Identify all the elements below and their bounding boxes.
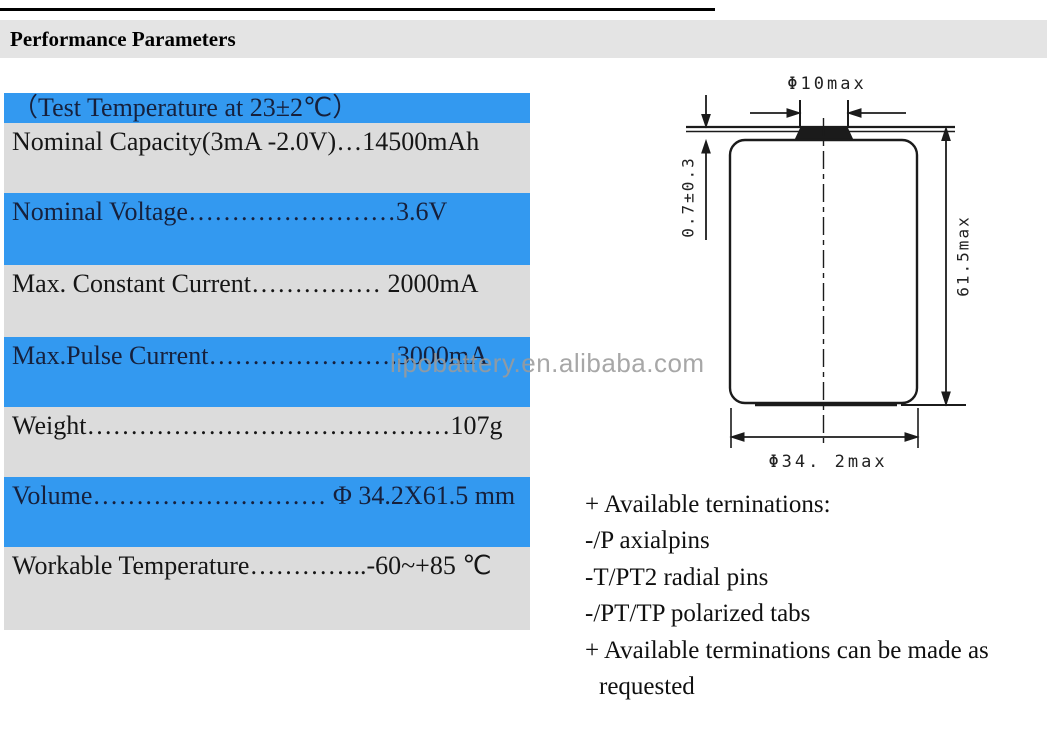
row-text: Workable Temperature…………..-60~+85 ℃ xyxy=(12,551,492,580)
table-row: Nominal Capacity(3mA -2.0V)…14500mAh xyxy=(4,123,530,193)
note-line: -T/PT2 radial pins xyxy=(585,563,769,591)
table-row: Max.Pulse Current………………….3000mA xyxy=(4,337,530,407)
row-text: Volume……………………… Φ 34.2X61.5 mm xyxy=(12,481,516,510)
arrowhead xyxy=(941,391,951,407)
spec-table: （Test Temperature at 23±2℃） Nominal Capa… xyxy=(4,93,530,630)
row-text: Max.Pulse Current………………….3000mA xyxy=(12,341,488,370)
table-row: Nominal Voltage……………………3.6V xyxy=(4,193,530,265)
table-row: Max. Constant Current…………… 2000mA xyxy=(4,265,530,337)
note-line: requested xyxy=(599,673,695,701)
note-line: -/P axialpins xyxy=(585,527,710,555)
battery-body-outline xyxy=(728,138,919,405)
top-divider-line xyxy=(0,8,715,11)
row-text: Max. Constant Current…………… 2000mA xyxy=(12,269,479,298)
row-text: Nominal Voltage……………………3.6V xyxy=(12,197,448,226)
row-text: Weight……………………………………107g xyxy=(12,411,503,440)
page-title: Performance Parameters xyxy=(10,27,236,51)
dim-bottom-label: Φ34. 2max xyxy=(768,452,887,472)
dim-top-label: Φ10max xyxy=(787,74,866,94)
table-row: （Test Temperature at 23±2℃） xyxy=(4,93,530,123)
arrowhead xyxy=(786,108,802,118)
note-line: + Available terninations: xyxy=(585,491,831,518)
table-row: Weight……………………………………107g xyxy=(4,407,530,477)
dim-left-label: 0.7±0.3 xyxy=(679,156,698,237)
note-line: -/PT/TP polarized tabs xyxy=(585,600,811,628)
watermark: lipobattery.en.alibaba.com xyxy=(390,348,705,378)
dim-right-label: 61.5max xyxy=(954,215,973,296)
arrowhead xyxy=(846,108,862,118)
header-bar xyxy=(0,20,1047,58)
table-row: Volume……………………… Φ 34.2X61.5 mm xyxy=(4,477,530,547)
arrowhead xyxy=(701,138,711,154)
row-text: （Test Temperature at 23±2℃） xyxy=(12,93,359,122)
arrowhead xyxy=(729,432,745,442)
note-line: + Available terminations can be made as xyxy=(585,636,989,664)
arrowhead xyxy=(941,125,951,141)
termination-notes: + Available terninations: -/P axialpins … xyxy=(585,487,989,705)
row-text: Nominal Capacity(3mA -2.0V)…14500mAh xyxy=(12,127,480,156)
arrowhead xyxy=(701,114,711,129)
table-row: Workable Temperature…………..-60~+85 ℃ xyxy=(4,547,530,630)
arrowhead xyxy=(904,432,920,442)
battery-dimension-diagram: Φ10max 0.7±0.3 61.5max Φ34. 2max xyxy=(679,74,973,472)
